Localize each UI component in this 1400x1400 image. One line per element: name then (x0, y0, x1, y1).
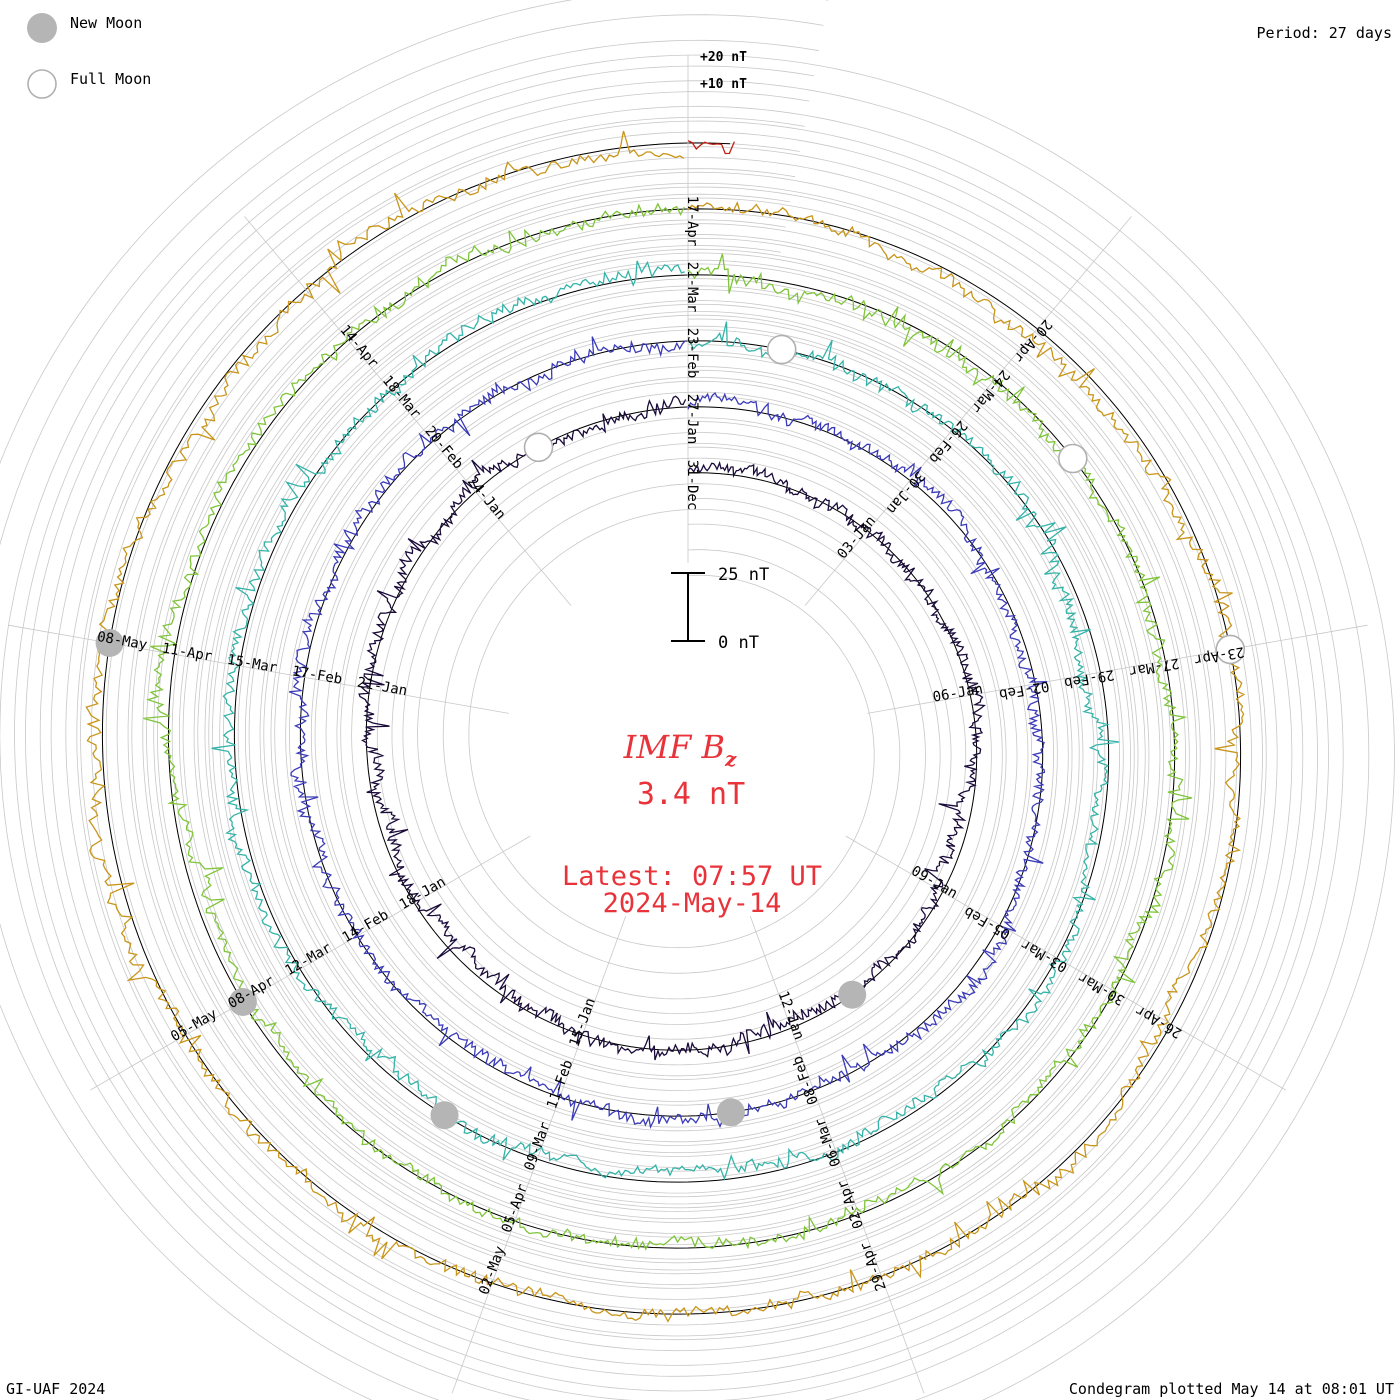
date-label: 23-Feb (684, 328, 700, 379)
date-label: 14-Feb (340, 907, 392, 946)
date-label: 20-Feb (421, 423, 466, 472)
scale-bar-top-label: 25 nT (718, 565, 769, 585)
credit-label: GI-UAF 2024 (6, 1380, 105, 1398)
trace-revolution-6 (687, 140, 735, 155)
grid-spoke (8, 624, 509, 714)
full-moon-marker (1058, 443, 1088, 474)
date-label: 18-Mar (379, 373, 424, 422)
date-label: 05-May (168, 1006, 220, 1045)
date-label: 15-Mar (226, 652, 279, 677)
plotted-label: Condegram plotted May 14 at 08:01 UT (1069, 1380, 1394, 1398)
date-label: 06-Jan (932, 681, 985, 706)
grid-ring (127, 168, 1216, 1289)
grid-ring (204, 245, 1139, 1212)
trace-revolution-1 (358, 395, 986, 1061)
date-label: 29-Feb (1063, 666, 1116, 691)
date-label: 02-Feb (998, 677, 1051, 702)
new-moon-icon (27, 13, 57, 43)
date-label: 06-Mar (812, 1116, 844, 1169)
grid-ring (179, 219, 1164, 1238)
scale-bar (671, 572, 705, 642)
center-value: 3.4 nT (637, 777, 745, 812)
imf-traces (85, 130, 1246, 1323)
grid-spoke (804, 216, 1132, 606)
date-label: 17-Apr (684, 196, 700, 247)
moon-markers (95, 334, 1246, 1130)
date-label: 30-Mar (1076, 969, 1128, 1008)
grid-ring (0, 14, 1370, 1400)
trace-revolution-2 (288, 336, 1048, 1130)
date-label: 21-Jan (356, 675, 409, 700)
center-quantity: IMF Bz (623, 728, 737, 771)
full-moon-marker (766, 334, 797, 365)
date-label: 31-Dec (684, 460, 700, 511)
trace-revolution-4 (143, 202, 1193, 1251)
grid-ring (153, 193, 1190, 1264)
zero-baseline (101, 142, 1242, 1315)
date-label: 12-Mar (282, 940, 334, 979)
trace-revolution-3 (211, 260, 1120, 1181)
grid-spoke (451, 915, 627, 1394)
scale-plus20-label: +20 nT (700, 50, 747, 65)
center-quantity-name: IMF B (623, 728, 725, 766)
scale-bar-bottom-label: 0 nT (718, 633, 759, 653)
period-label: Period: 27 days (1257, 24, 1392, 42)
date-label: 11-Apr (161, 640, 214, 665)
date-label: 02-Apr (835, 1178, 867, 1231)
new-moon-marker (716, 1098, 745, 1127)
full-moon-label: Full Moon (70, 70, 151, 88)
new-moon-marker (430, 1101, 459, 1130)
grid-ring (76, 116, 1267, 1341)
new-moon-marker (838, 980, 867, 1009)
grid-spoke (845, 835, 1286, 1091)
grid-ring (50, 91, 1293, 1366)
center-quantity-subscript: z (724, 747, 737, 771)
new-moon-label: New Moon (70, 14, 142, 32)
grid-ring (0, 39, 1344, 1400)
new-moon-marker (95, 629, 124, 657)
date-label: 24-Jan (464, 474, 509, 523)
trace-revolution-5 (85, 130, 1246, 1323)
grid-spoke (867, 624, 1368, 714)
scale-plus10-label: +10 nT (700, 77, 747, 92)
full-moon-marker (1215, 634, 1246, 665)
grid-spoke (749, 915, 925, 1394)
date-label: 27-Jan (684, 394, 700, 445)
grid-ring (25, 65, 1318, 1392)
date-label: 17-Feb (291, 663, 344, 688)
new-moon-marker (228, 988, 257, 1016)
latest-time: Latest: 07:57 UT (562, 861, 822, 892)
full-moon-marker (523, 432, 554, 463)
grid-spoke (244, 216, 572, 606)
date-label: 21-Mar (684, 262, 700, 313)
full-moon-icon (27, 69, 57, 99)
latest-date: 2024-May-14 (603, 888, 782, 919)
date-label: 27-Mar (1128, 655, 1181, 680)
grid-spoke (90, 835, 531, 1091)
